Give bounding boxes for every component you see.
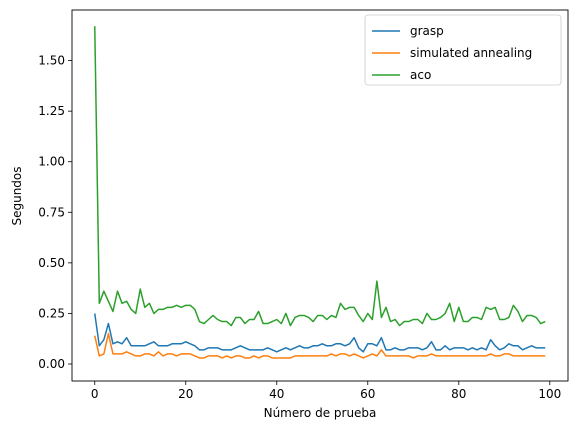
plot-frame [71,9,569,382]
x-tick-label: 40 [269,387,284,401]
y-axis-label: Segundos [10,166,24,225]
x-tick-label: 100 [538,387,561,401]
legend-label: aco [410,68,431,82]
legend-label: simulated annealing [410,46,532,60]
y-tick-label: 0.25 [38,306,65,320]
x-tick-label: 0 [91,387,99,401]
x-axis: 0 20 40 60 80 100 [91,381,561,401]
x-tick-label: 20 [178,387,193,401]
series-line-2 [94,26,546,327]
y-tick-label: 1.25 [38,104,65,118]
y-axis: 0.00 0.25 0.50 0.75 1.00 1.25 1.50 [38,54,72,371]
legend-box [364,14,562,86]
y-tick-label: 0.50 [38,256,65,270]
legend: grasp simulated annealing aco [364,14,562,86]
x-tick-label: 60 [360,387,375,401]
legend-items: grasp simulated annealing aco [372,24,532,82]
y-tick-label: 0.75 [38,205,65,219]
y-tick-label: 0.00 [38,357,65,371]
legend-label: grasp [410,24,444,38]
series-layer [94,26,546,359]
x-axis-label: Número de prueba [264,406,377,420]
series-line-0 [94,313,546,353]
y-tick-label: 1.00 [38,155,65,169]
y-tick-label: 1.50 [38,54,65,68]
x-tick-label: 80 [451,387,466,401]
series-line-1 [94,332,546,359]
